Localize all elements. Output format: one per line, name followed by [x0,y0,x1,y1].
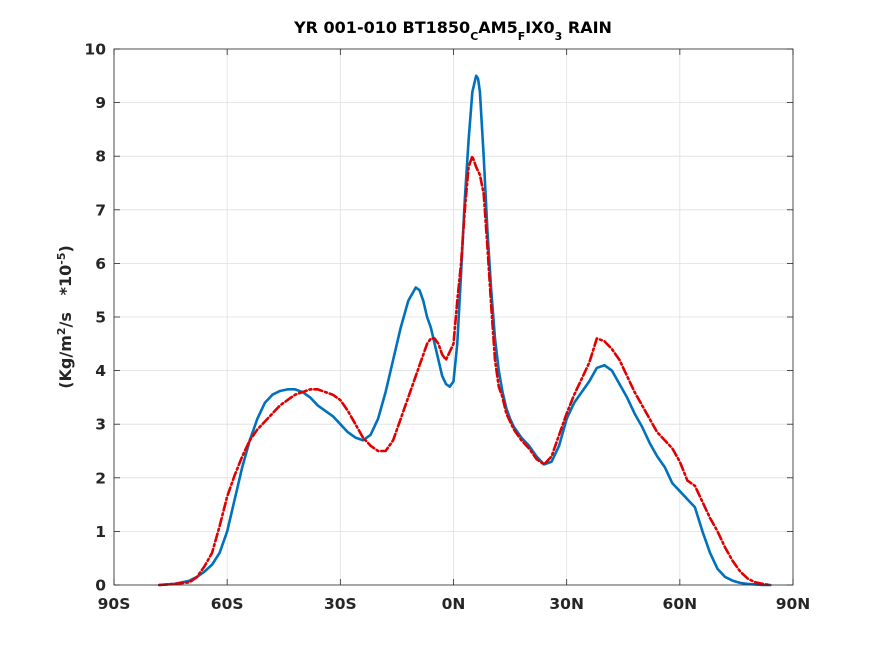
y-tick-label: 4 [95,362,106,380]
y-label-part: ) [56,245,75,252]
x-tick-label: 30N [549,595,584,613]
title-part: IX0 [525,18,554,37]
y-tick-label: 7 [95,201,106,219]
title-part: YR 001-010 BT1850 [293,18,470,37]
series-line-1 [157,74,772,587]
title-part: C [470,30,478,43]
plot-area [113,48,794,587]
title-part: RAIN [562,18,612,37]
title-part: AM5 [478,18,517,37]
series-layer [157,74,772,587]
x-tick-label: 90S [98,595,131,613]
x-tick-label: 60S [211,595,244,613]
x-tick-label: 60N [663,595,698,613]
y-axis-tick-labels: 0 1 2 3 4 5 6 7 8 9 10 [84,41,106,595]
title-part: F [518,30,526,43]
x-tick-label: 90N [776,595,811,613]
y-tick-label: 2 [95,469,106,487]
y-tick-label: 5 [95,309,106,327]
y-tick-label: 1 [95,523,106,541]
y-label-part: -5 [55,253,68,265]
y-label-part: 2 [55,327,68,335]
series-line-2 [157,154,772,587]
y-tick-label: 0 [95,577,106,595]
y-tick-label: 3 [95,416,106,434]
chart-title: YR 001-010 BT1850CAM5FIX03 RAIN [293,18,612,43]
y-tick-label: 8 [95,148,106,166]
y-tick-label: 9 [95,94,106,112]
title-part: 3 [555,30,563,43]
y-label-part: (Kg/m [56,335,75,389]
x-tick-label: 0N [442,595,466,613]
y-tick-label: 6 [95,255,106,273]
axis-ticks [113,48,794,586]
y-label-part: /s *10 [56,265,75,328]
y-tick-label: 10 [84,41,106,59]
x-axis-tick-labels: 90S 60S 30S 0N 30N 60N 90N [98,595,811,613]
x-tick-label: 30S [324,595,357,613]
y-axis-label: (Kg/m2/s *10-5) [55,245,76,389]
